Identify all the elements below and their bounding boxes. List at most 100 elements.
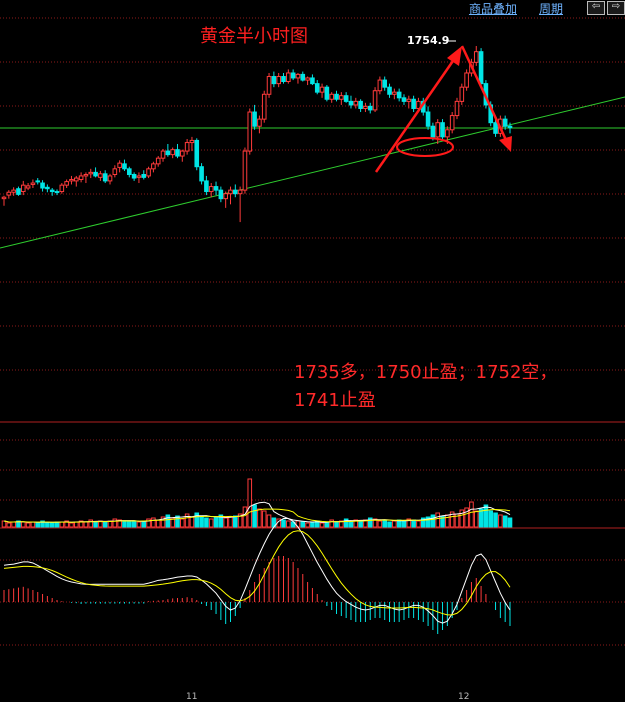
x-tick-label: 11 (186, 692, 198, 702)
candle-body (64, 181, 69, 186)
volume-panel (1, 478, 513, 528)
volume-bar (59, 521, 65, 528)
volume-bar (300, 521, 306, 528)
candle-body (107, 175, 113, 182)
volume-bar (102, 521, 108, 528)
candle-body (406, 98, 412, 102)
volume-bar (78, 520, 84, 528)
candle-body (353, 100, 359, 106)
period-link[interactable]: 周期 (538, 1, 563, 16)
candle-body (334, 93, 339, 100)
volume-bar (430, 514, 436, 528)
volume-bar (305, 522, 310, 528)
candle-body (98, 173, 103, 178)
candle-body (45, 186, 50, 190)
top-toolbar: 商品叠加 周期 ⇦ ⇨ (469, 0, 625, 16)
candle-body (266, 76, 272, 95)
candle-body (358, 100, 363, 109)
candle-body (1, 196, 7, 200)
candle-body (88, 171, 94, 175)
volume-bar (54, 521, 60, 528)
candle-body (329, 93, 334, 100)
volume-bar (266, 514, 272, 528)
volume-bar (281, 519, 286, 528)
volume-bar (310, 521, 315, 528)
candle-body (233, 189, 238, 195)
candle-body (199, 166, 204, 182)
candle-body (382, 79, 388, 88)
candle-body (401, 97, 407, 102)
arrow-left-icon[interactable]: ⇦ (587, 1, 605, 15)
candle-body (122, 163, 127, 170)
volume-bar (64, 520, 69, 528)
volume-bar (122, 520, 127, 528)
candle-body (146, 168, 151, 177)
candle-body (493, 122, 498, 134)
volume-bar (377, 520, 383, 528)
volume-bar (498, 514, 503, 528)
volume-bar (69, 522, 74, 528)
candle-body (377, 79, 383, 92)
candle-body (367, 105, 373, 111)
candle-body (213, 186, 219, 191)
volume-bar (502, 515, 508, 528)
macd-dif-line (3, 518, 511, 624)
volume-bar (329, 519, 334, 528)
volume-bar (257, 508, 262, 528)
volume-bar (382, 519, 388, 528)
candle-body (372, 90, 378, 111)
candle-body (141, 174, 147, 178)
volume-bar (88, 519, 94, 528)
candle-body (126, 168, 132, 176)
volume-bar (30, 521, 36, 528)
candle-body (204, 180, 209, 193)
volume-bar (151, 517, 156, 528)
arrow-right-icon[interactable]: ⇨ (607, 1, 625, 15)
volume-bar (73, 521, 79, 528)
volume-bar (473, 510, 479, 528)
volume-bar (406, 518, 412, 528)
candle-body (136, 175, 142, 178)
candle-body (59, 184, 65, 193)
candle-body (324, 86, 330, 100)
candle-body (411, 98, 416, 109)
volume-bar (411, 519, 416, 528)
candle-body (445, 129, 450, 138)
support-circle (396, 137, 454, 157)
volume-bar (358, 520, 363, 528)
volume-bar (233, 515, 238, 528)
candle-body (131, 174, 137, 179)
volume-bar (478, 508, 484, 528)
candle-body (73, 177, 79, 182)
volume-bar (165, 514, 171, 528)
volume-bar (117, 519, 122, 528)
candle-body (194, 139, 200, 168)
candle-body (387, 86, 392, 95)
candle-body (430, 125, 436, 138)
candle-body (435, 122, 441, 138)
volume-bar (387, 521, 392, 528)
volume-bar (208, 518, 214, 528)
volume-bar (218, 514, 224, 528)
volume-bar (242, 506, 248, 528)
volume-bar (339, 520, 344, 528)
volume-bar (286, 520, 291, 528)
volume-bar (223, 517, 228, 528)
volume-bar (319, 522, 325, 528)
candle-body (25, 185, 31, 189)
candle-body (478, 51, 484, 85)
volume-bar (353, 519, 359, 528)
volume-bar (93, 521, 98, 528)
candle-body (459, 86, 465, 102)
volume-bar (25, 522, 31, 528)
overlay-commodity-link[interactable]: 商品叠加 (468, 1, 517, 16)
volume-bar (155, 519, 161, 528)
candle-body (223, 193, 228, 200)
candle-body (40, 182, 45, 189)
volume-bar (228, 516, 233, 528)
macd-dea-line (3, 530, 511, 616)
volume-bar (334, 521, 339, 528)
macd-panel (3, 518, 511, 634)
volume-bar (126, 521, 132, 528)
candle-body (252, 111, 257, 127)
